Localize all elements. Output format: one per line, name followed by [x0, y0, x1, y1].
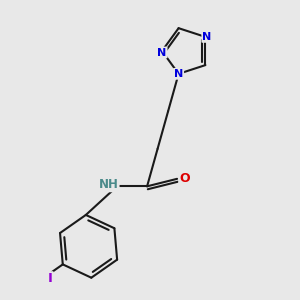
Text: N: N: [202, 32, 212, 42]
Text: N: N: [158, 47, 166, 58]
Text: O: O: [179, 172, 190, 185]
Text: N: N: [174, 69, 183, 79]
Text: NH: NH: [99, 178, 118, 191]
Text: I: I: [48, 272, 53, 285]
